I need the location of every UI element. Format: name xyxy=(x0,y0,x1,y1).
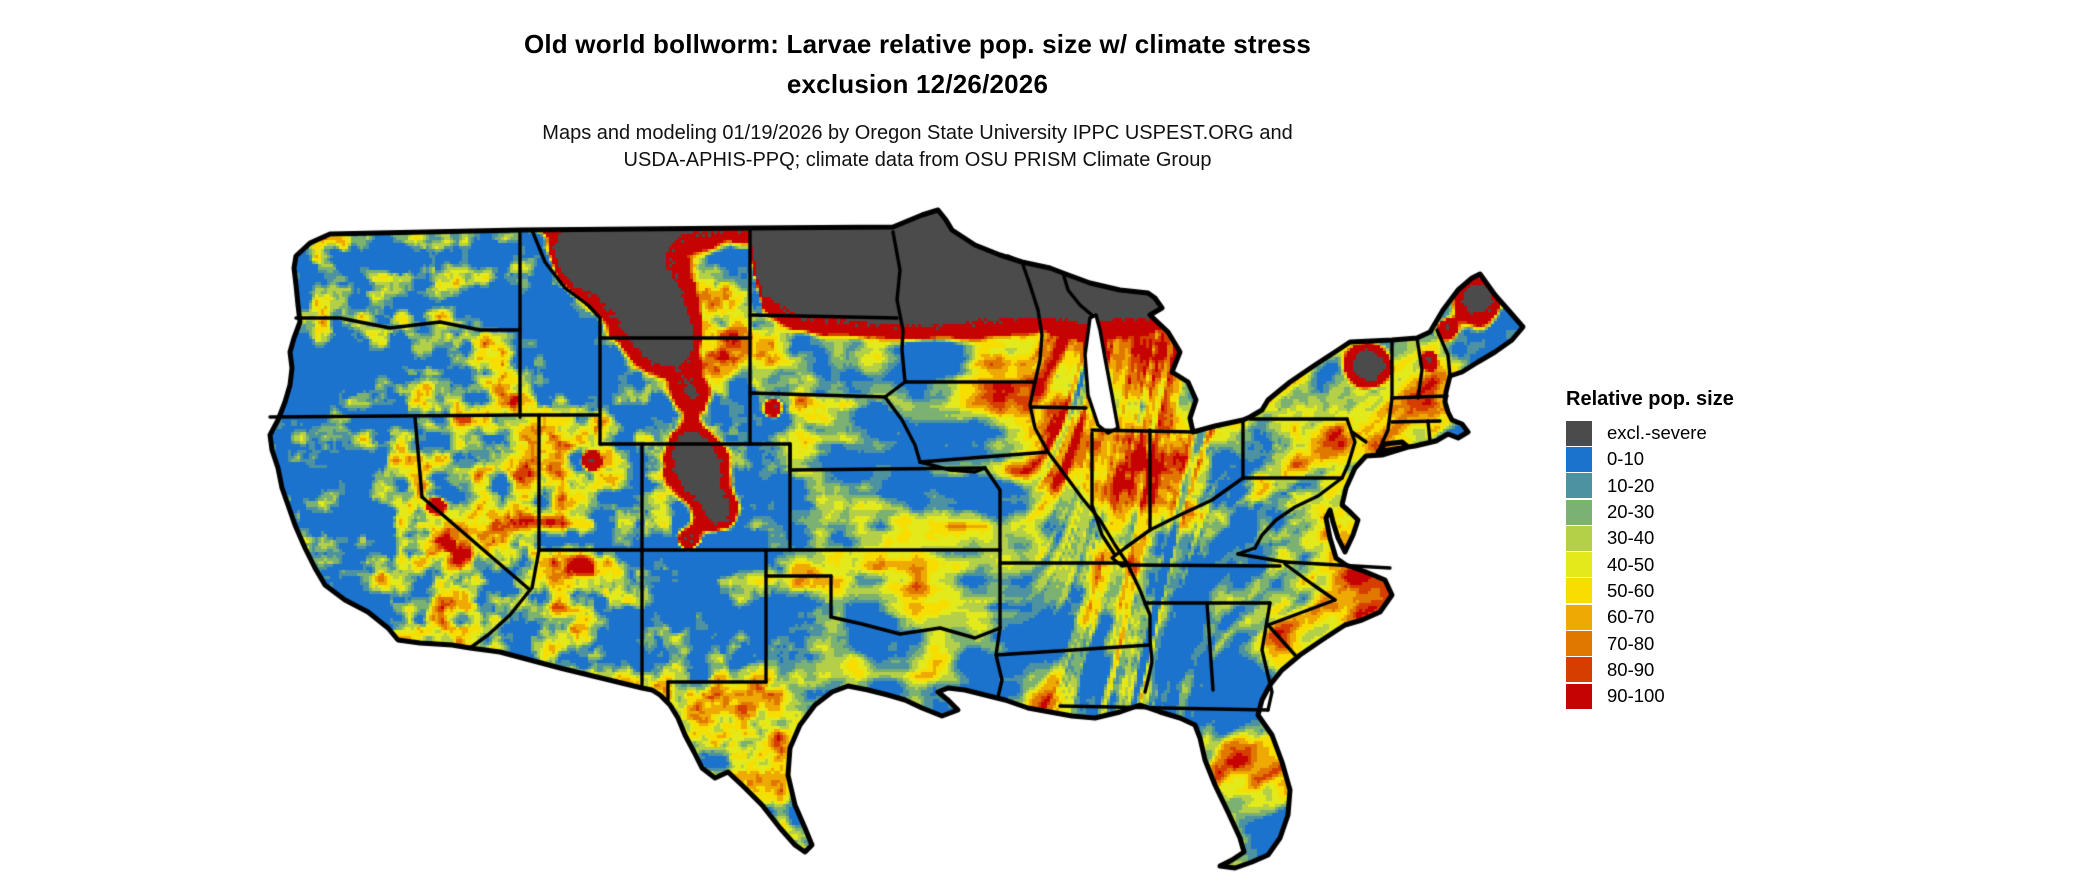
legend-swatch-90-100 xyxy=(1566,683,1592,709)
legend-label: 90-100 xyxy=(1607,685,1665,707)
legend-row: 50-60 xyxy=(1566,578,1826,604)
page-title-line2: exclusion 12/26/2026 xyxy=(786,69,1049,99)
legend-swatch-70-80 xyxy=(1566,631,1592,657)
map-legend: Relative pop. size excl.-severe 0-10 10-… xyxy=(1566,388,1826,709)
legend-swatch-60-70 xyxy=(1566,604,1592,630)
legend-label: 0-10 xyxy=(1607,448,1645,470)
legend-label: excl.-severe xyxy=(1607,422,1707,444)
legend-row: excl.-severe xyxy=(1566,420,1826,446)
legend-label: 10-20 xyxy=(1607,474,1655,496)
legend-label: 30-40 xyxy=(1607,527,1655,549)
legend-row: 90-100 xyxy=(1566,683,1826,709)
legend-swatch-40-50 xyxy=(1566,552,1592,578)
legend-row: 60-70 xyxy=(1566,604,1826,630)
us-risk-map xyxy=(228,168,1544,890)
legend-row: 20-30 xyxy=(1566,499,1826,525)
legend-swatch-80-90 xyxy=(1566,657,1592,683)
legend-swatch-excl-severe xyxy=(1566,420,1592,446)
legend-row: 0-10 xyxy=(1566,446,1826,472)
subtitle-line1: Maps and modeling 01/19/2026 by Oregon S… xyxy=(542,122,1293,144)
legend-label: 60-70 xyxy=(1607,606,1655,628)
legend-row: 10-20 xyxy=(1566,473,1826,499)
figure-header: Old world bollworm: Larvae relative pop.… xyxy=(0,24,1835,174)
legend-swatch-30-40 xyxy=(1566,525,1592,551)
legend-title: Relative pop. size xyxy=(1566,388,1734,410)
legend-row: 30-40 xyxy=(1566,525,1826,551)
subtitle-line2: USDA-APHIS-PPQ; climate data from OSU PR… xyxy=(623,149,1212,171)
legend-swatch-20-30 xyxy=(1566,499,1592,525)
us-map-canvas xyxy=(228,168,1544,890)
figure-subtitle: Maps and modeling 01/19/2026 by Oregon S… xyxy=(0,120,1835,174)
legend-label: 50-60 xyxy=(1607,579,1655,601)
legend-label: 80-90 xyxy=(1607,658,1655,680)
legend-label: 20-30 xyxy=(1607,501,1655,523)
legend-label: 40-50 xyxy=(1607,553,1655,575)
legend-row: 80-90 xyxy=(1566,657,1826,683)
legend-row: 40-50 xyxy=(1566,551,1826,578)
legend-swatch-10-20 xyxy=(1566,473,1592,499)
page-title-line1: Old world bollworm: Larvae relative pop.… xyxy=(523,29,1312,59)
legend-swatch-0-10 xyxy=(1566,446,1592,472)
legend-swatch-50-60 xyxy=(1566,578,1592,604)
legend-label: 70-80 xyxy=(1607,632,1655,654)
legend-row: 70-80 xyxy=(1566,630,1826,657)
